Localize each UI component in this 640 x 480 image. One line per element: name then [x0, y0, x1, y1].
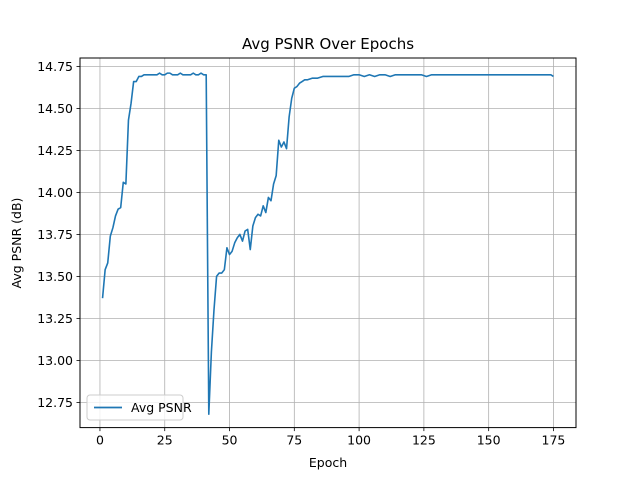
- y-tick-label: 13.25: [37, 311, 73, 326]
- series-layer: [101, 72, 554, 415]
- x-tick-label: 150: [477, 433, 501, 448]
- y-tick-label: 14.75: [37, 59, 73, 74]
- x-tick-label: 0: [96, 433, 104, 448]
- plot-frame: [79, 57, 577, 429]
- y-ticks: 12.75 13.00 13.25 13.50 13.75 14.00 14.25 14.50…: [37, 59, 80, 410]
- x-ticks: 0 25 50 75 100 125 150 175: [96, 427, 566, 448]
- legend-box: [86, 394, 184, 421]
- y-tick-label: 13.00: [37, 353, 73, 368]
- x-tick-label: 125: [412, 433, 436, 448]
- y-axis-label: Avg PSNR (dB): [9, 198, 24, 289]
- y-tick-label: 13.50: [37, 269, 73, 284]
- y-tick-label: 14.50: [37, 101, 73, 116]
- y-tick-label: 12.75: [37, 395, 73, 410]
- series-line-avg-psnr: [101, 72, 554, 415]
- chart-title: Avg PSNR Over Epochs: [242, 35, 414, 53]
- x-tick-label: 75: [286, 433, 302, 448]
- x-axis-label: Epoch: [309, 455, 347, 470]
- legend-entry-avg-psnr: Avg PSNR: [131, 400, 192, 415]
- x-tick-label: 175: [542, 433, 566, 448]
- y-tick-label: 13.75: [37, 227, 73, 242]
- legend: Avg PSNR: [86, 394, 192, 421]
- x-tick-label: 50: [222, 433, 238, 448]
- x-tick-label: 100: [347, 433, 371, 448]
- y-tick-label: 14.00: [37, 185, 73, 200]
- x-tick-label: 25: [157, 433, 173, 448]
- y-tick-label: 14.25: [37, 143, 73, 158]
